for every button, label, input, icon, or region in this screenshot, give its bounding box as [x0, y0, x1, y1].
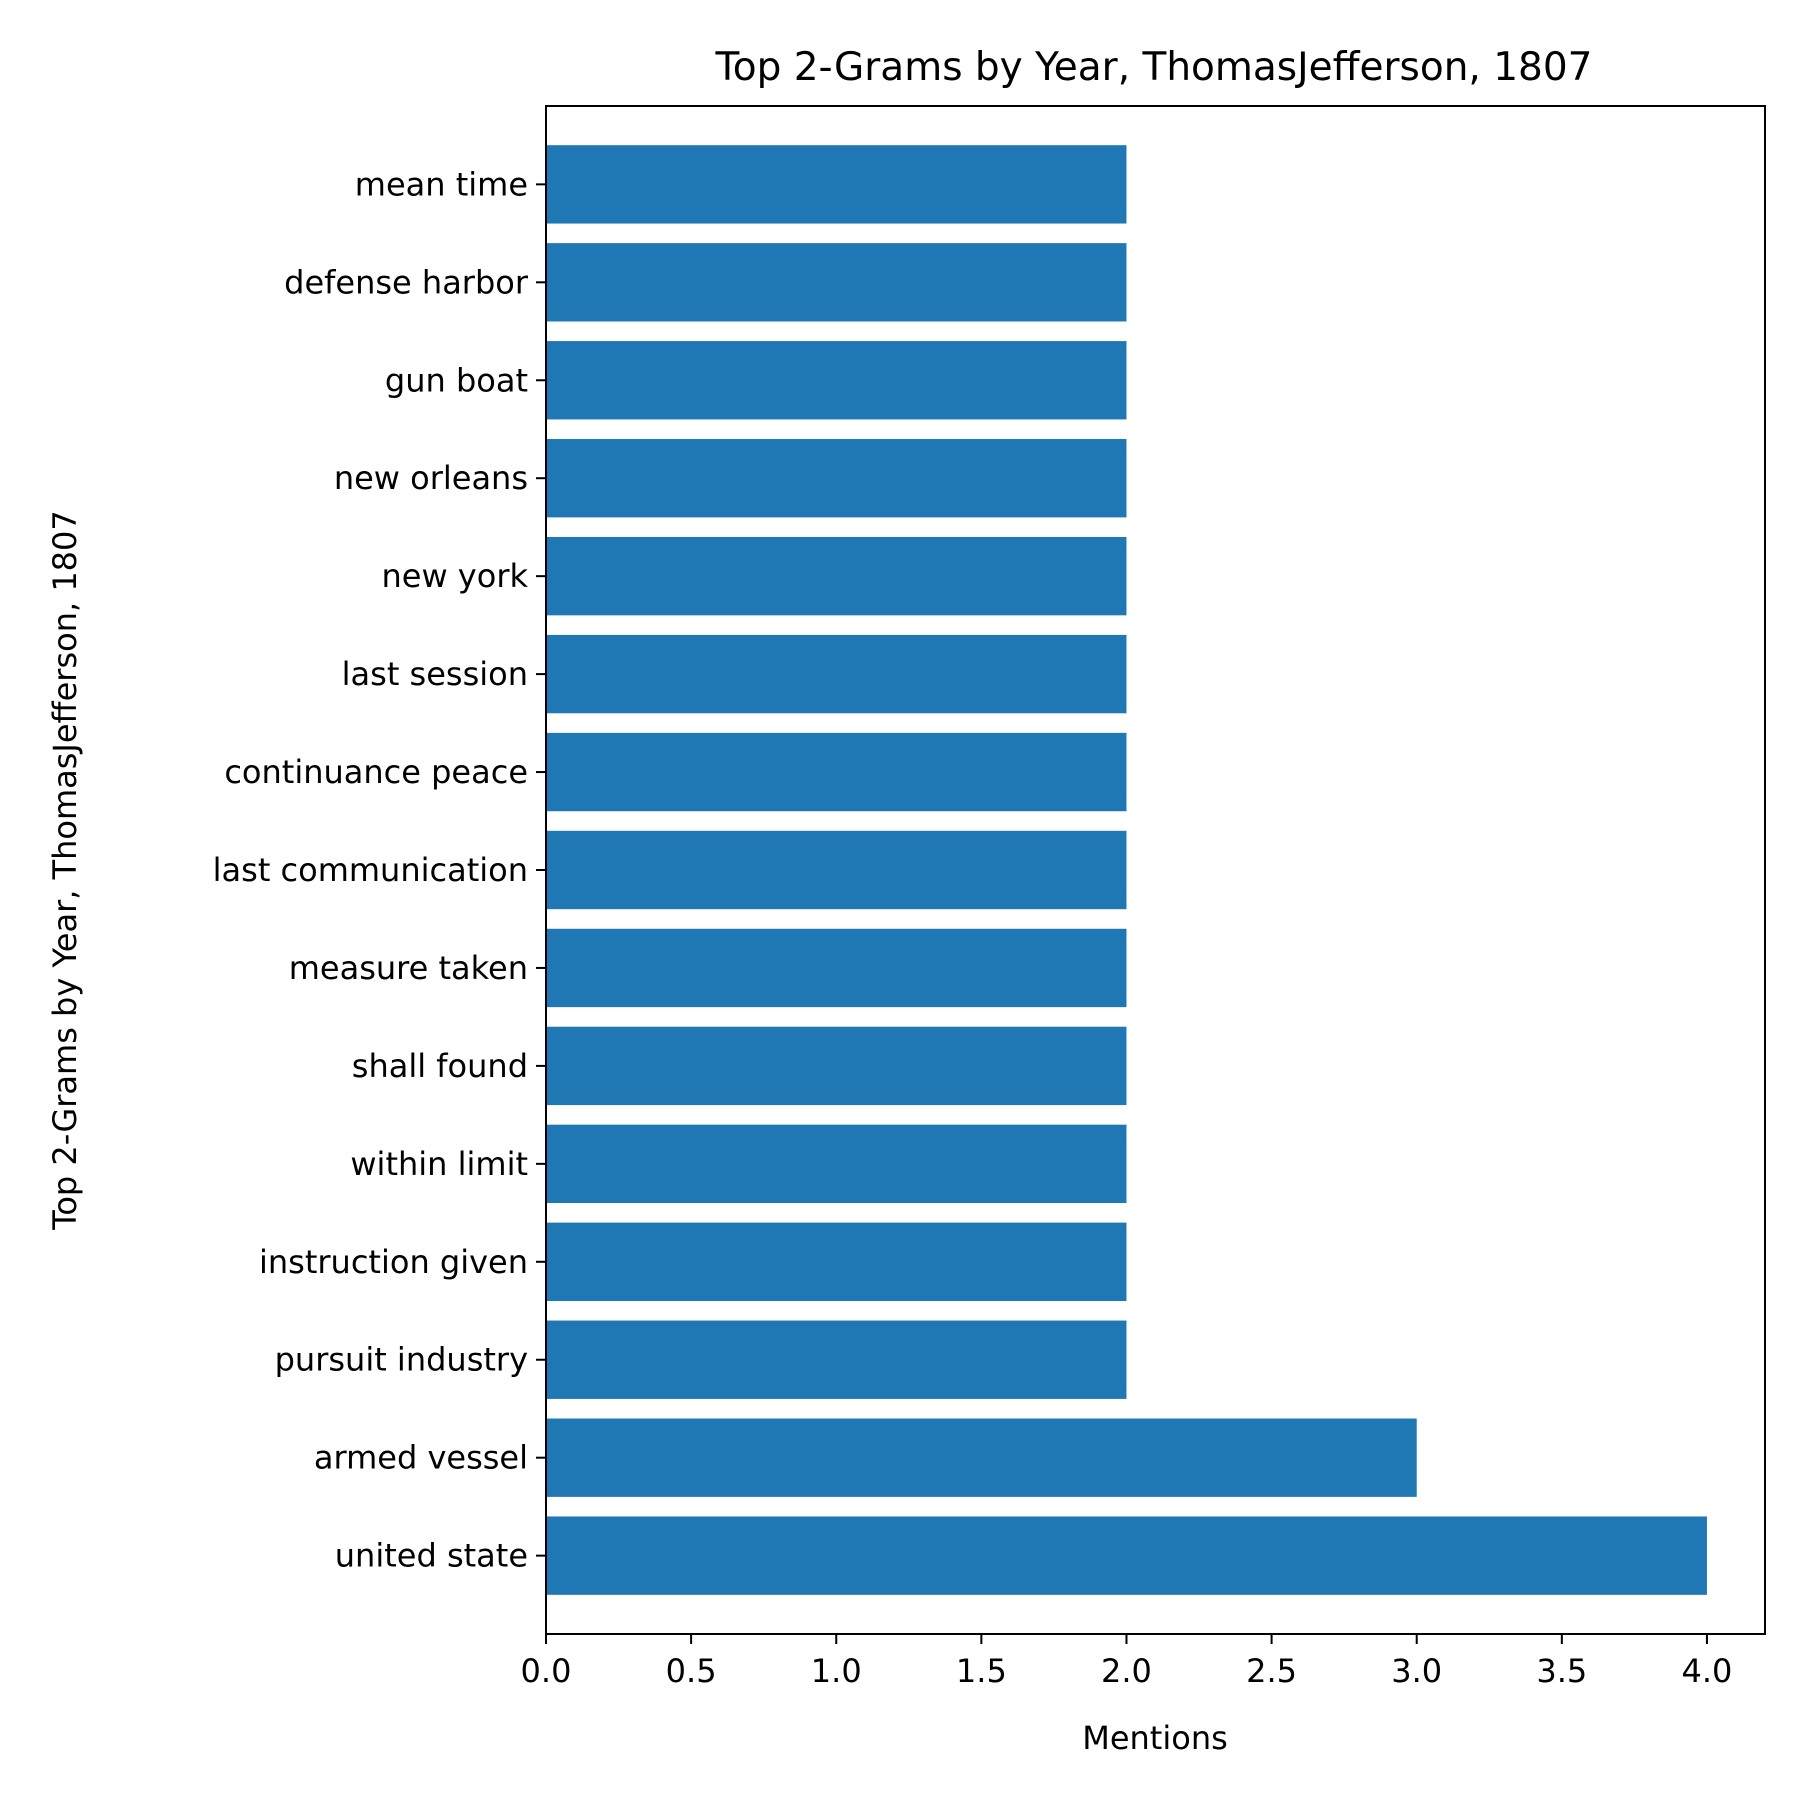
- bar-last-communication: [546, 830, 1127, 910]
- x-tick-label: 3.0: [1391, 1652, 1442, 1690]
- y-tick-label: within limit: [350, 1145, 528, 1183]
- bar-united-state: [546, 1516, 1707, 1595]
- y-tick-label: last session: [342, 655, 528, 693]
- y-tick-label: armed vessel: [314, 1439, 528, 1477]
- y-tick-label: united state: [335, 1537, 528, 1575]
- x-axis-label: Mentions: [1082, 1719, 1228, 1757]
- bars-group: [546, 145, 1707, 1595]
- bar-mean-time: [546, 145, 1127, 224]
- x-tick-label: 2.0: [1101, 1652, 1152, 1690]
- y-axis-ticks: united state armed vessel pursuit industry…: [213, 165, 546, 1575]
- y-tick-label: continuance peace: [224, 753, 528, 791]
- x-tick-label: 4.0: [1682, 1652, 1733, 1690]
- x-tick-label: 1.0: [811, 1652, 862, 1690]
- bar-last-session: [546, 634, 1127, 714]
- y-tick-label: instruction given: [259, 1243, 528, 1281]
- y-tick-label: gun boat: [385, 361, 528, 399]
- chart-title: Top 2-Grams by Year, ThomasJefferson, 18…: [715, 45, 1593, 90]
- bar-pursuit-industry: [546, 1320, 1127, 1399]
- x-tick-label: 1.5: [956, 1652, 1007, 1690]
- y-tick-label: defense harbor: [284, 263, 529, 301]
- bar-new-orleans: [546, 439, 1127, 518]
- y-axis-label: Top 2-Grams by Year, ThomasJefferson, 18…: [46, 510, 84, 1231]
- bar-instruction-given: [546, 1222, 1127, 1301]
- bar-continuance-peace: [546, 732, 1127, 812]
- x-tick-label: 2.5: [1246, 1652, 1297, 1690]
- x-tick-label: 3.5: [1536, 1652, 1587, 1690]
- bar-gun-boat: [546, 341, 1127, 420]
- y-tick-label: new orleans: [334, 459, 528, 497]
- bar-defense-harbor: [546, 243, 1127, 322]
- bar-new-york: [546, 536, 1127, 616]
- y-tick-label: new york: [381, 557, 528, 595]
- y-tick-label: measure taken: [289, 949, 528, 987]
- y-tick-label: pursuit industry: [275, 1341, 528, 1379]
- bar-measure-taken: [546, 928, 1127, 1008]
- x-axis-ticks: 0.0 0.5 1.0 1.5 2.0 2.5 3.0 3.5 4.0: [521, 1634, 1733, 1690]
- y-tick-label: shall found: [352, 1047, 528, 1085]
- y-tick-label: last communication: [213, 851, 528, 889]
- bar-armed-vessel: [546, 1418, 1417, 1497]
- bar-within-limit: [546, 1124, 1127, 1204]
- y-tick-label: mean time: [355, 165, 528, 203]
- x-tick-label: 0.5: [666, 1652, 717, 1690]
- bar-shall-found: [546, 1026, 1127, 1106]
- x-tick-label: 0.0: [521, 1652, 572, 1690]
